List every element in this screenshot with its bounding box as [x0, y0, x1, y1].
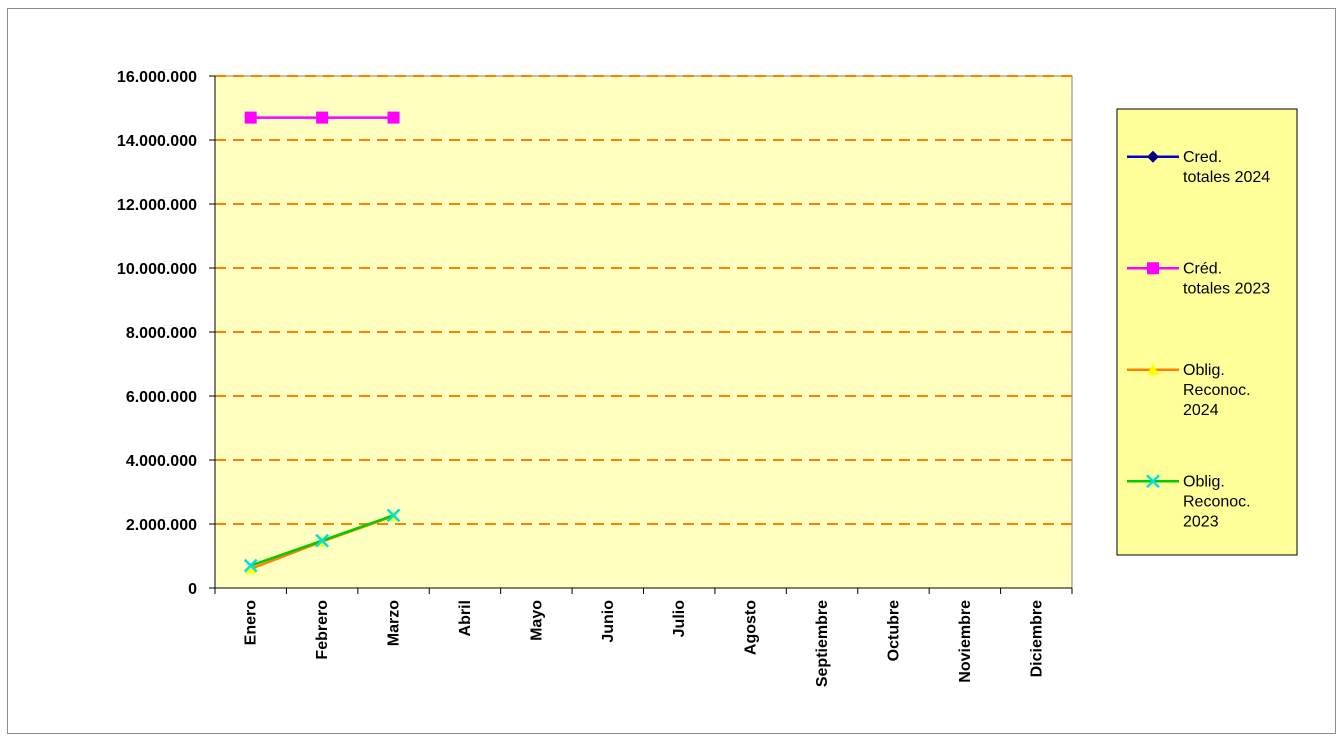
x-tick-label: Julio — [671, 600, 688, 638]
legend-label-2: 2024 — [1183, 402, 1219, 419]
data-point-3 — [315, 533, 330, 548]
y-tick-label: 16.000.000 — [117, 69, 197, 86]
legend-label-0: Cred. — [1183, 149, 1222, 166]
y-tick-label: 10.000.000 — [117, 261, 197, 278]
data-point-3 — [386, 508, 401, 523]
x-tick-label: Febrero — [314, 600, 331, 660]
data-point-1 — [387, 111, 400, 124]
legend-marker-0 — [1147, 150, 1159, 163]
legend-label-3: 2023 — [1183, 513, 1219, 530]
legend-label-3: Oblig. — [1183, 473, 1225, 490]
y-tick-label: 8.000.000 — [126, 325, 197, 342]
legend-label-2: Oblig. — [1183, 362, 1225, 379]
y-tick-label: 2.000.000 — [126, 517, 197, 534]
x-tick-label: Diciembre — [1028, 600, 1045, 677]
legend-label-1: totales 2023 — [1183, 280, 1270, 297]
data-point-1 — [316, 111, 329, 124]
legend-marker-1 — [1147, 262, 1159, 275]
y-tick-label: 12.000.000 — [117, 197, 197, 214]
x-tick-label: Mayo — [528, 600, 545, 641]
x-tick-label: Septiembre — [814, 600, 831, 687]
legend-label-3: Reconoc. — [1183, 493, 1251, 510]
legend-marker-3 — [1146, 474, 1160, 489]
legend-label-1: Créd. — [1183, 260, 1222, 277]
y-tick-label: 0 — [188, 581, 197, 598]
x-tick-label: Abril — [457, 600, 474, 636]
x-tick-label: Enero — [243, 600, 260, 646]
data-point-2 — [244, 562, 257, 574]
y-tick-label: 6.000.000 — [126, 389, 197, 406]
plot-area — [214, 75, 1073, 589]
data-point-1 — [244, 111, 257, 124]
x-tick-label: Noviembre — [957, 600, 974, 683]
x-tick-label: Agosto — [743, 600, 760, 655]
legend-label-2: Reconoc. — [1183, 382, 1251, 399]
x-tick-label: Octubre — [885, 600, 902, 661]
y-tick-label: 4.000.000 — [126, 453, 197, 470]
legend-label-0: totales 2024 — [1183, 169, 1270, 186]
y-tick-label: 14.000.000 — [117, 133, 197, 150]
data-point-3 — [243, 558, 258, 573]
legend-marker-2 — [1147, 363, 1159, 375]
x-tick-label: Junio — [600, 600, 617, 643]
x-tick-label: Marzo — [386, 600, 403, 646]
